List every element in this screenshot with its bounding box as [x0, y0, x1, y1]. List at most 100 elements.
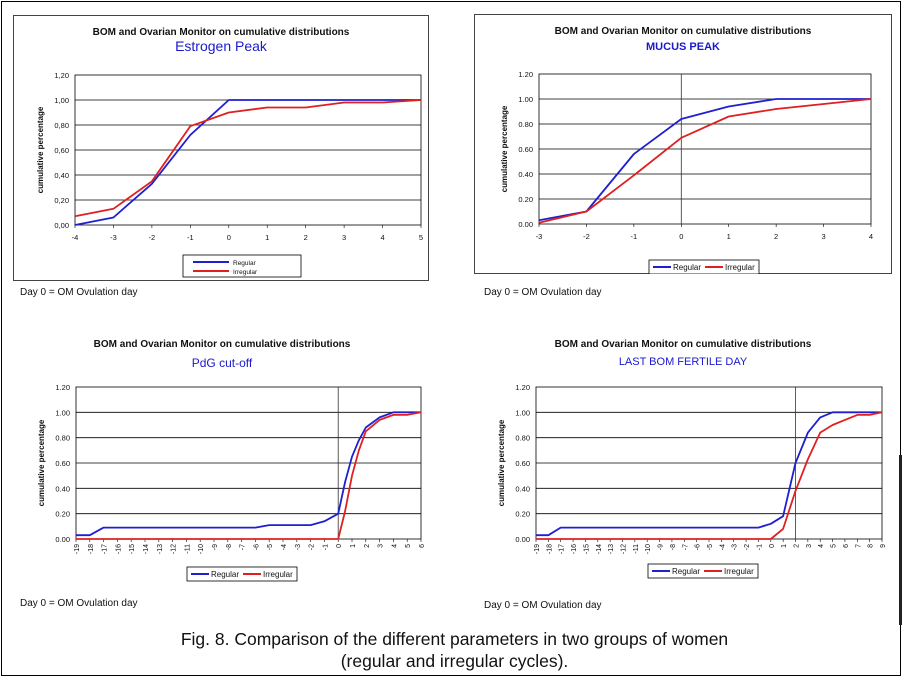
- note-chart-1: Day 0 = OM Ovulation day: [20, 287, 138, 298]
- chart-svg: BOM and Ovarian Monitor on cumulative di…: [474, 14, 892, 274]
- chart-svg: BOM and Ovarian Monitor on cumulative di…: [497, 339, 887, 579]
- x-tick-label: -8: [670, 544, 677, 550]
- x-tick-label: -2: [149, 233, 156, 242]
- x-tick-label: -9: [212, 544, 219, 550]
- chart-subtitle: LAST BOM FERTILE DAY: [619, 356, 748, 368]
- chart-svg: BOM and Ovarian Monitor on cumulative di…: [13, 15, 429, 281]
- chart-last-bom-fertile-day: BOM and Ovarian Monitor on cumulative di…: [474, 327, 892, 587]
- x-tick-label: -1: [322, 544, 329, 550]
- legend-label-irregular: Irregular: [233, 269, 258, 276]
- x-tick-label: -1: [756, 544, 763, 550]
- legend-label-regular: Regular: [672, 567, 700, 576]
- legend-label-irregular: Irregular: [263, 570, 293, 579]
- series-line-irregular: [74, 99, 422, 218]
- y-tick-label: 0,40: [54, 171, 69, 180]
- x-tick-label: 2: [774, 232, 778, 241]
- x-tick-label: 4: [391, 544, 398, 548]
- series-line-regular: [76, 411, 421, 537]
- x-tick-label: -16: [571, 544, 578, 554]
- y-tick-label: 0.00: [515, 535, 530, 544]
- x-tick-label: -15: [583, 544, 590, 554]
- y-axis-label: cumulative percentage: [36, 106, 45, 193]
- x-tick-label: -16: [115, 544, 122, 554]
- x-tick-label: -3: [110, 233, 117, 242]
- note-chart-2: Day 0 = OM Ovulation day: [484, 287, 602, 298]
- y-tick-label: 0.80: [515, 434, 530, 443]
- legend-box: [647, 563, 759, 579]
- chart-pdg-cutoff: BOM and Ovarian Monitor on cumulative di…: [13, 327, 431, 587]
- frame-edge-mark: [899, 455, 902, 625]
- y-tick-label: 1.00: [55, 408, 70, 417]
- x-tick-label: -2: [583, 232, 590, 241]
- legend-label-regular: Regular: [233, 260, 257, 267]
- x-tick-label: 9: [880, 544, 887, 548]
- chart-subtitle: PdG cut-off: [192, 356, 253, 370]
- x-tick-label: -18: [88, 544, 95, 554]
- x-tick-label: 1: [350, 544, 357, 548]
- series-line-irregular: [538, 98, 872, 224]
- y-tick-label: 0,20: [54, 196, 69, 205]
- chart-title: BOM and Ovarian Monitor on cumulative di…: [555, 26, 812, 37]
- y-tick-label: 0.80: [518, 120, 533, 129]
- x-tick-label: 3: [821, 232, 825, 241]
- legend-label-regular: Regular: [211, 570, 239, 579]
- x-tick-label: -14: [596, 544, 603, 554]
- x-tick-label: 4: [818, 544, 825, 548]
- x-tick-label: 0: [769, 544, 776, 548]
- x-tick-label: 4: [380, 233, 384, 242]
- x-tick-label: 0: [336, 544, 343, 548]
- x-tick-label: -7: [682, 544, 689, 550]
- x-tick-label: 1: [781, 544, 788, 548]
- x-tick-label: 0: [679, 232, 683, 241]
- x-tick-label: -11: [633, 544, 640, 554]
- x-tick-label: -12: [621, 544, 628, 554]
- figure-caption-line-1: Fig. 8. Comparison of the different para…: [180, 629, 729, 649]
- series-line-regular: [536, 411, 882, 537]
- x-tick-label: -17: [559, 544, 566, 554]
- y-tick-label: 0.60: [515, 459, 530, 468]
- y-tick-label: 0.60: [518, 145, 533, 154]
- y-tick-label: 0.00: [55, 535, 70, 544]
- y-tick-label: 0,60: [54, 146, 69, 155]
- x-tick-label: 6: [419, 544, 426, 548]
- x-tick-label: -2: [744, 544, 751, 550]
- legend-box: [648, 259, 760, 274]
- x-tick-label: 6: [843, 544, 850, 548]
- x-tick-label: 2: [304, 233, 308, 242]
- x-tick-label: -14: [143, 544, 150, 554]
- x-tick-label: -3: [732, 544, 739, 550]
- chart-mucus-peak: BOM and Ovarian Monitor on cumulative di…: [474, 14, 892, 274]
- legend-label-irregular: Irregular: [725, 263, 755, 272]
- y-tick-label: 1.20: [55, 383, 70, 392]
- x-tick-label: -5: [267, 544, 274, 550]
- y-tick-label: 1.20: [515, 383, 530, 392]
- y-tick-label: 0.80: [55, 434, 70, 443]
- y-tick-label: 0.00: [518, 220, 533, 229]
- chart-title: BOM and Ovarian Monitor on cumulative di…: [94, 339, 351, 350]
- x-tick-label: -10: [645, 544, 652, 554]
- series-line-regular: [538, 98, 871, 222]
- x-tick-label: 1: [265, 233, 269, 242]
- y-tick-label: 1.20: [518, 70, 533, 79]
- legend-label-regular: Regular: [673, 263, 701, 272]
- x-tick-label: -3: [536, 232, 543, 241]
- x-tick-label: -6: [695, 544, 702, 550]
- x-tick-label: -1: [187, 233, 194, 242]
- x-tick-label: -11: [184, 544, 191, 554]
- y-tick-label: 0.20: [518, 195, 533, 204]
- x-tick-label: 2: [794, 544, 801, 548]
- x-tick-label: -7: [240, 544, 247, 550]
- x-tick-label: 1: [727, 232, 731, 241]
- chart-subtitle: Estrogen Peak: [175, 38, 268, 54]
- x-tick-label: 2: [364, 544, 371, 548]
- x-tick-label: -13: [608, 544, 615, 554]
- chart-estrogen-peak: BOM and Ovarian Monitor on cumulative di…: [13, 15, 429, 281]
- x-tick-label: -2: [309, 544, 316, 550]
- x-tick-label: 3: [378, 544, 385, 548]
- series-line-irregular: [536, 411, 883, 540]
- x-tick-label: 5: [405, 544, 412, 548]
- x-tick-label: 8: [868, 544, 875, 548]
- legend-box: [186, 566, 298, 582]
- x-tick-label: -6: [253, 544, 260, 550]
- x-tick-label: -15: [129, 544, 136, 554]
